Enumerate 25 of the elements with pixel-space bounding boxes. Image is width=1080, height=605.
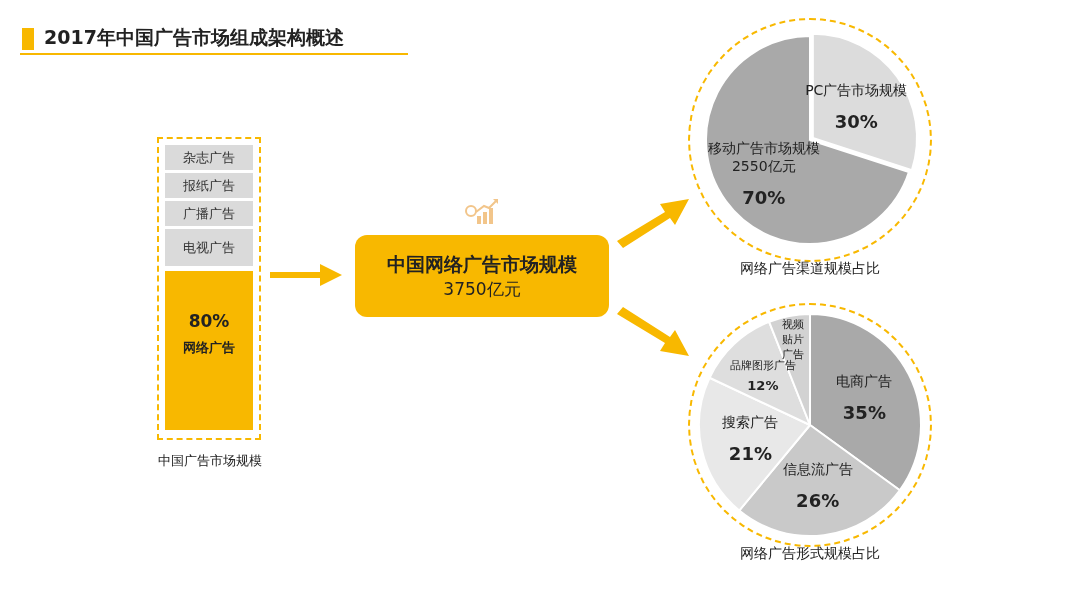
slice-label: 信息流广告 <box>782 461 853 478</box>
text: 2550亿元 <box>731 158 796 175</box>
text: 网络广告 <box>183 339 235 357</box>
text: 电视广告 <box>183 238 235 257</box>
text: 网络广告形式规模占比 <box>739 545 881 563</box>
text: 网络广告渠道规模占比 <box>739 260 881 278</box>
text: 杂志广告 <box>183 148 235 167</box>
text: 中国网络广告市场规模 <box>387 251 577 277</box>
slice-label: 品牌图形广告 <box>729 359 796 373</box>
slice-label: 移动广告市场规模 <box>707 140 820 157</box>
text: 80% <box>188 311 230 331</box>
text: 广播广告 <box>183 204 235 223</box>
data-label: 26% <box>796 490 840 512</box>
slice-label: PC广告市场规模 <box>805 82 908 99</box>
text: 中国广告市场规模 <box>157 452 263 470</box>
data-label: 70% <box>742 187 786 209</box>
text: 3750亿元 <box>443 277 521 301</box>
text: 2017年中国广告市场组成架构概述 <box>44 25 344 50</box>
slice-label: 电商广告 <box>836 372 893 389</box>
data-label: 30% <box>834 111 878 133</box>
data-label: 21% <box>728 442 772 464</box>
data-label: 35% <box>842 401 886 423</box>
text: 报纸广告 <box>183 176 235 195</box>
data-label: 12% <box>747 377 779 393</box>
slice-label: 搜索广告 <box>722 413 779 430</box>
